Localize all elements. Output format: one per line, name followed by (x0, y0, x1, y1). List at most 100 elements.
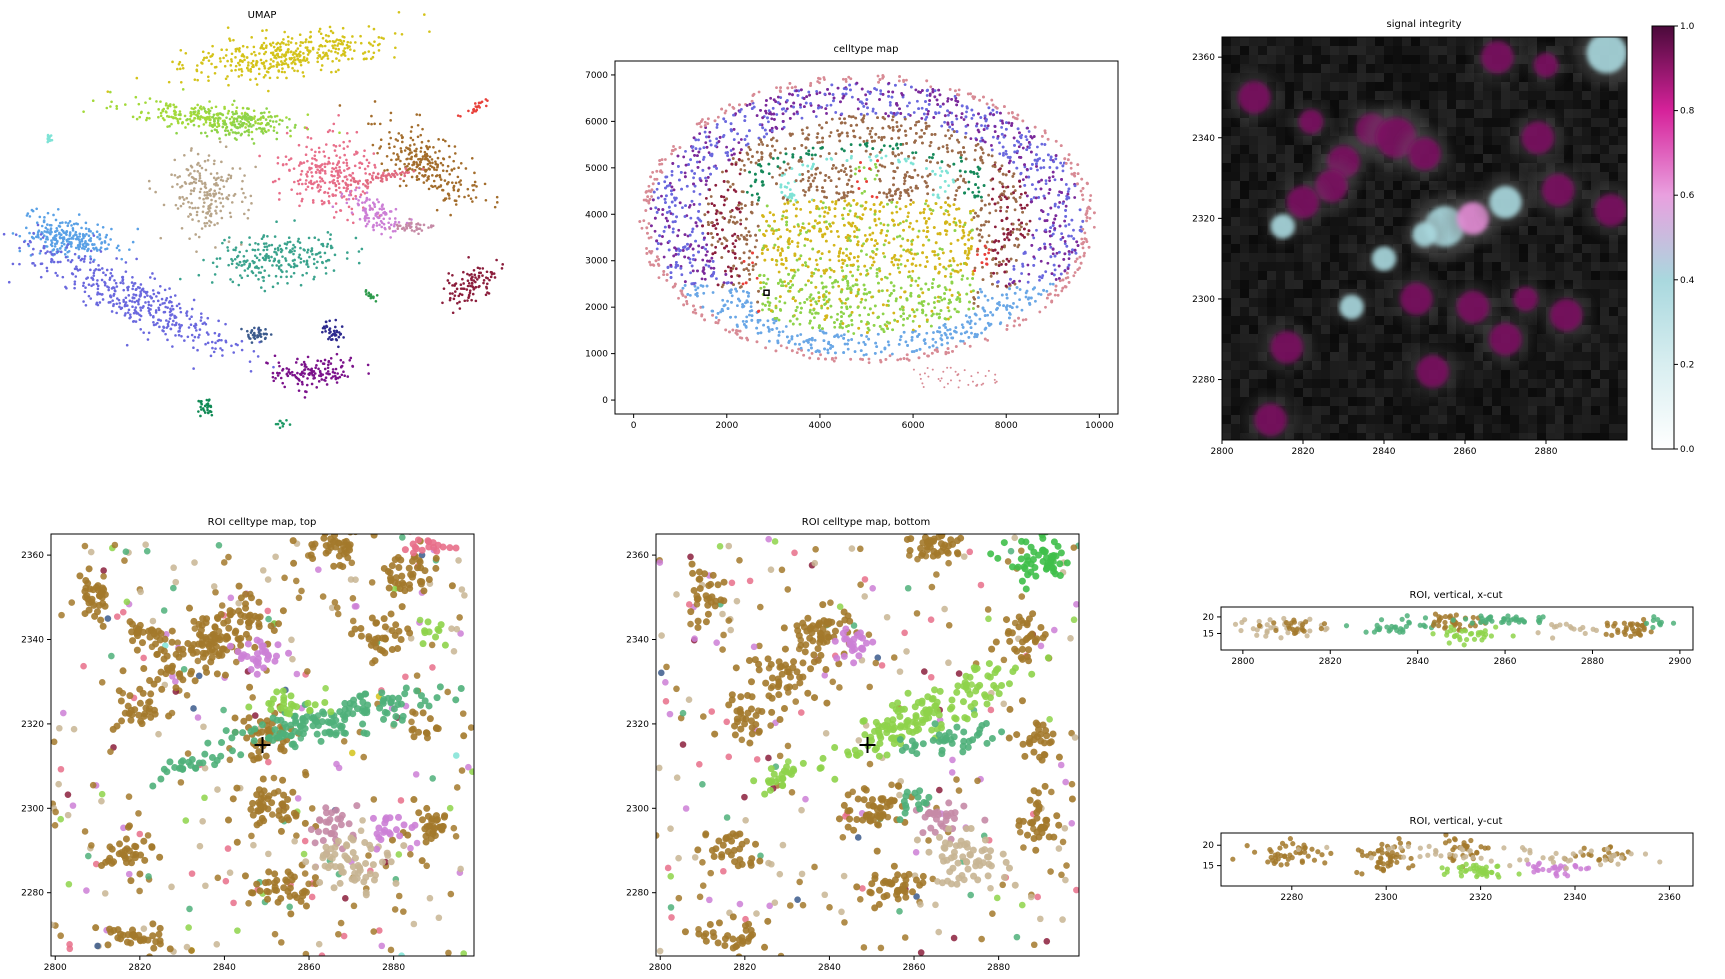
umap-point (261, 275, 264, 279)
umap-point (409, 130, 413, 133)
umap-point (254, 274, 258, 277)
umap-point (314, 150, 317, 154)
umap-point (84, 303, 88, 307)
umap-point (232, 120, 235, 124)
umap-point (484, 104, 488, 108)
umap-point (302, 56, 306, 59)
umap-point (119, 281, 122, 285)
umap-point (173, 158, 177, 162)
umap-point (273, 179, 277, 183)
umap-point (267, 254, 270, 258)
umap-point (257, 266, 260, 270)
umap-point (42, 234, 46, 237)
umap-point (342, 39, 346, 43)
umap-point (431, 174, 434, 177)
umap-point (38, 215, 42, 219)
umap-point (110, 227, 113, 231)
umap-point (165, 296, 169, 300)
umap-point (335, 57, 338, 60)
umap-point (193, 187, 196, 190)
umap-point (301, 273, 304, 277)
umap-point (380, 177, 384, 181)
umap-point (315, 266, 318, 270)
umap-point (134, 293, 138, 297)
umap-point (154, 323, 158, 326)
umap-point (280, 421, 284, 425)
umap-point (453, 294, 457, 297)
umap-point (410, 222, 413, 225)
umap-point (380, 36, 383, 40)
umap-point (418, 227, 422, 230)
umap-point (458, 300, 461, 304)
umap-point (53, 245, 57, 248)
umap-point (225, 48, 228, 52)
umap-point (339, 171, 343, 174)
umap-point (369, 180, 372, 184)
umap-point (299, 63, 303, 67)
umap-point (297, 143, 301, 147)
umap-point (327, 49, 331, 52)
umap-point (52, 238, 55, 241)
umap-point (346, 251, 349, 254)
umap-point (240, 67, 243, 71)
umap-point (332, 122, 336, 126)
umap-point (321, 330, 324, 334)
umap-point (306, 159, 309, 163)
umap-point (92, 271, 96, 275)
umap-point (204, 168, 208, 172)
umap-point (393, 217, 397, 220)
umap-point (305, 260, 309, 264)
umap-point (31, 209, 35, 213)
umap-point (301, 383, 304, 386)
umap-point (327, 359, 331, 363)
umap-point (103, 241, 107, 244)
umap-point (235, 117, 238, 121)
umap-point (228, 37, 231, 41)
umap-point (100, 278, 104, 282)
umap-point (264, 46, 268, 49)
umap-point (227, 109, 231, 113)
umap-point (139, 309, 143, 312)
umap-point (152, 315, 155, 318)
umap-point (207, 411, 210, 414)
umap-point (413, 229, 416, 233)
umap-point (263, 269, 267, 272)
umap-point (443, 197, 447, 200)
umap-point (224, 54, 228, 57)
umap-point (208, 204, 212, 207)
umap-point (338, 144, 342, 147)
umap-point (392, 152, 395, 155)
umap-point (204, 186, 208, 190)
umap-point (342, 140, 345, 144)
umap-point (77, 238, 80, 241)
umap-point (229, 64, 233, 67)
umap-point (139, 294, 142, 297)
umap-point (276, 282, 280, 285)
umap-point (417, 177, 421, 181)
umap-point (199, 312, 203, 315)
umap-point (162, 326, 166, 329)
umap-point (432, 179, 436, 183)
umap-point (215, 257, 219, 260)
umap-point (347, 57, 350, 61)
umap-point (256, 248, 260, 251)
umap-point (250, 329, 254, 333)
umap-point (190, 315, 193, 318)
umap-point (393, 145, 396, 148)
umap-point (428, 155, 432, 159)
umap-point (147, 331, 151, 335)
umap-point (50, 253, 54, 256)
umap-point (298, 33, 302, 36)
umap-point (294, 123, 297, 127)
umap-point (312, 277, 315, 281)
umap-point (272, 129, 276, 132)
umap-point (18, 249, 22, 253)
umap-point (276, 61, 279, 64)
umap-point (331, 129, 335, 133)
umap-point (311, 252, 314, 256)
umap-point (181, 63, 184, 67)
umap-point (207, 154, 211, 157)
umap-point (257, 326, 261, 330)
umap-point (225, 125, 229, 129)
umap-point (351, 221, 355, 225)
